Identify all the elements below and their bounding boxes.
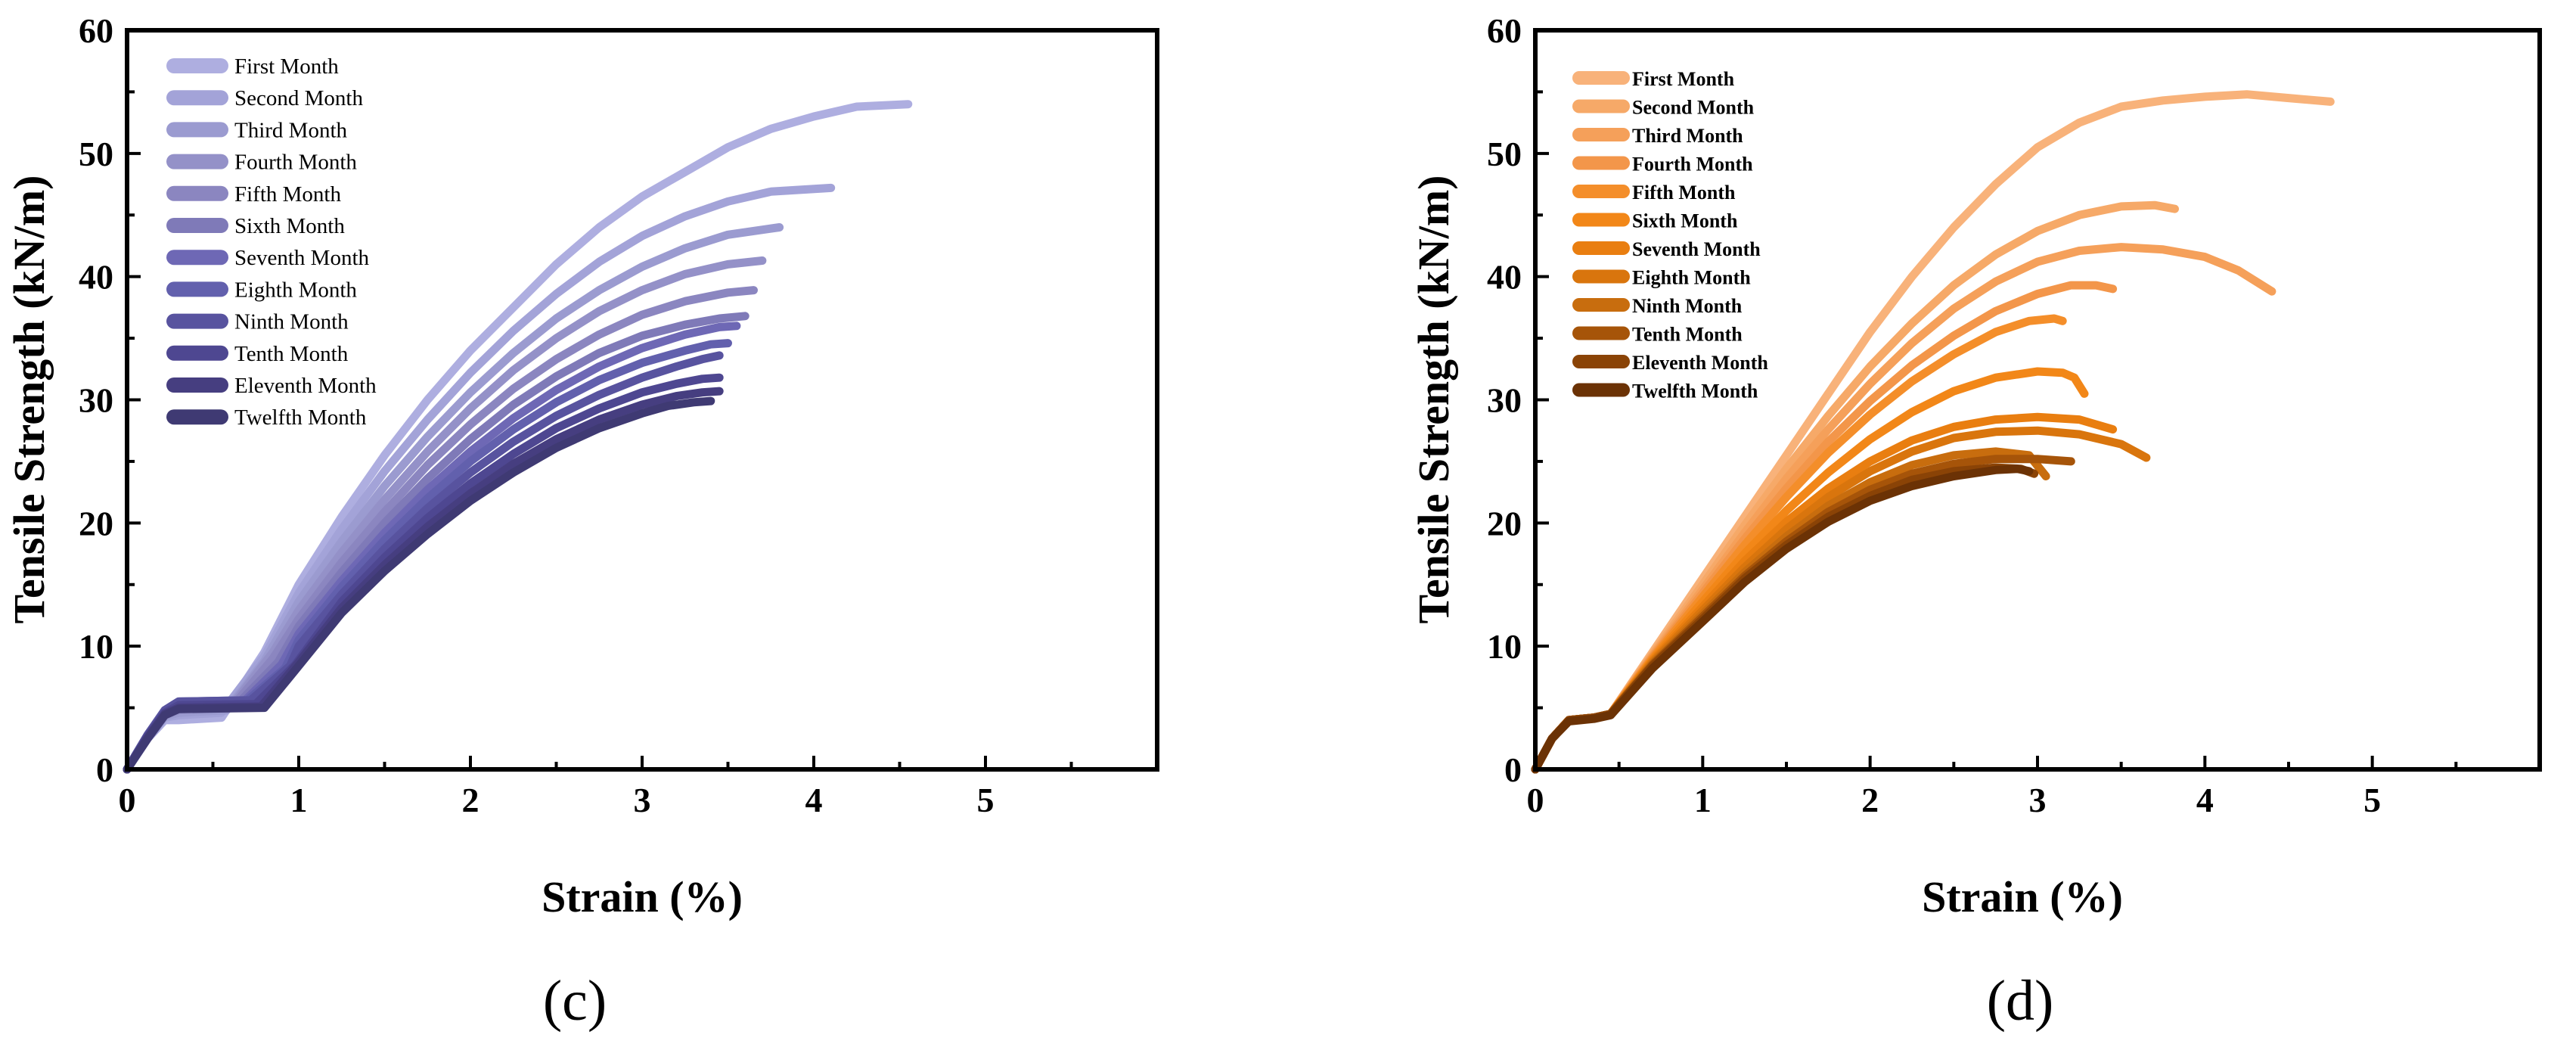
- legend-label: Twelfth Month: [1632, 381, 1758, 402]
- x-tick-label: 4: [805, 781, 823, 819]
- legend-label: Fifth Month: [1632, 182, 1736, 203]
- y-tick-label: 40: [79, 258, 113, 297]
- x-tick-label: 3: [634, 781, 651, 819]
- x-tick-label: 0: [119, 781, 136, 819]
- y-tick-label: 30: [79, 381, 113, 420]
- legend-label: Sixth Month: [1632, 210, 1738, 232]
- x-tick-label: 1: [290, 781, 308, 819]
- y-tick-label: 40: [1487, 258, 1522, 297]
- legend-label: Fourth Month: [1632, 154, 1753, 176]
- y-tick-label: 60: [1487, 11, 1522, 50]
- x-tick-label: 2: [1861, 781, 1879, 819]
- x-tick-label: 3: [2029, 781, 2047, 819]
- legend-label: First Month: [1632, 68, 1735, 90]
- x-tick-label: 1: [1694, 781, 1712, 819]
- x-axis-title: Strain (%): [542, 872, 743, 921]
- y-tick-label: 30: [1487, 381, 1522, 420]
- legend-label: First Month: [234, 54, 339, 79]
- legend-label: Fifth Month: [234, 182, 341, 207]
- y-tick-label: 10: [1487, 627, 1522, 666]
- panel-label: (c): [543, 969, 607, 1033]
- y-tick-label: 60: [79, 11, 113, 50]
- legend-label: Third Month: [1632, 125, 1743, 147]
- legend-label: Ninth Month: [1632, 295, 1743, 317]
- legend-label: Eighth Month: [1632, 267, 1751, 289]
- legend-label: Eighth Month: [234, 278, 357, 302]
- legend-label: Tenth Month: [1632, 324, 1743, 346]
- legend-label: Seventh Month: [234, 246, 370, 270]
- series-line-twelfth-month: [1531, 464, 2034, 774]
- legend-label: Second Month: [1632, 97, 1755, 119]
- y-tick-label: 20: [1487, 504, 1522, 542]
- legend-label: Sixth Month: [234, 214, 345, 238]
- y-tick-label: 50: [79, 135, 113, 173]
- y-tick-label: 10: [79, 627, 113, 666]
- legend-label: Eleventh Month: [1632, 352, 1768, 374]
- y-axis-title: Tensile Strength (kN/m): [1409, 176, 1458, 624]
- y-tick-label: 0: [96, 750, 113, 789]
- x-tick-label: 4: [2196, 781, 2214, 819]
- y-tick-label: 50: [1487, 135, 1522, 173]
- panel-label: (d): [1987, 969, 2054, 1033]
- legend: First Month Second Month Third Month Fourth…: [1572, 68, 1768, 402]
- x-tick-label: 5: [2363, 781, 2381, 819]
- legend-label: Eleventh Month: [234, 374, 377, 398]
- y-axis-title: Tensile Strength (kN/m): [5, 176, 54, 624]
- legend-label: Fourth Month: [234, 151, 357, 175]
- legend-label: Twelfth Month: [234, 405, 367, 430]
- legend-label: Tenth Month: [234, 342, 349, 366]
- x-axis-title: Strain (%): [1922, 872, 2123, 921]
- legend-label: Seventh Month: [1632, 238, 1761, 260]
- y-tick-label: 20: [79, 504, 113, 542]
- legend-label: Second Month: [234, 86, 363, 110]
- x-tick-label: 5: [977, 781, 995, 819]
- x-tick-label: 2: [462, 781, 480, 819]
- series-line-ninth-month: [1531, 447, 2050, 774]
- x-tick-label: 0: [1527, 781, 1544, 819]
- legend: First Month Second Month Third Month Fourth…: [166, 54, 377, 430]
- series-line-first-month: [123, 100, 913, 774]
- series-line-twelfth-month: [123, 396, 715, 774]
- legend-label: Ninth Month: [234, 310, 349, 334]
- y-tick-label: 0: [1504, 750, 1522, 789]
- legend-label: Third Month: [234, 118, 348, 142]
